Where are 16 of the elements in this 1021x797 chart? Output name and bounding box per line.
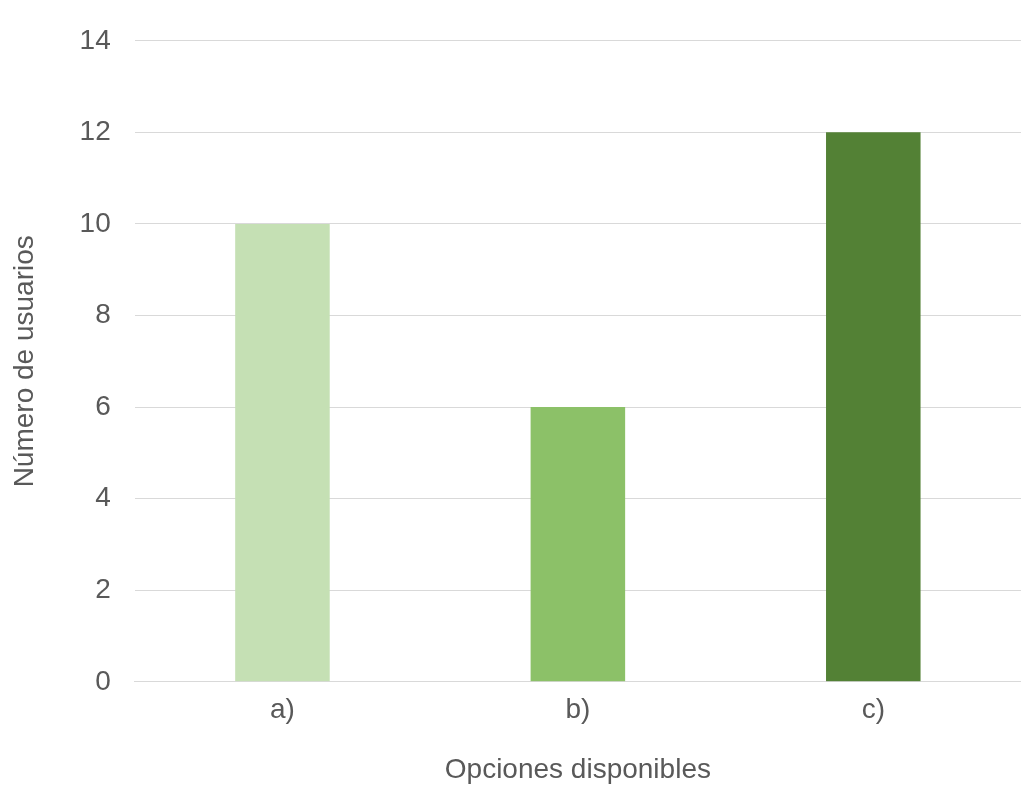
y-axis-title: Número de usuarios (7, 235, 39, 488)
y-tick-label: 14 (79, 23, 111, 55)
x-tick-label: c) (861, 693, 885, 725)
y-tick-label: 4 (95, 481, 111, 513)
bar (530, 407, 626, 682)
y-tick-label: 2 (95, 572, 111, 604)
x-tick-label: a) (270, 693, 295, 725)
bar (826, 132, 921, 682)
x-tick-label: b) (565, 693, 591, 725)
bar (235, 223, 330, 682)
x-axis-title: Opciones disponibles (444, 752, 711, 784)
y-tick-label: 12 (79, 115, 111, 147)
y-tick-label: 6 (95, 389, 111, 421)
y-tick-label: 10 (79, 206, 111, 238)
y-tick-label: 8 (95, 298, 111, 330)
y-tick-label: 0 (95, 664, 111, 696)
